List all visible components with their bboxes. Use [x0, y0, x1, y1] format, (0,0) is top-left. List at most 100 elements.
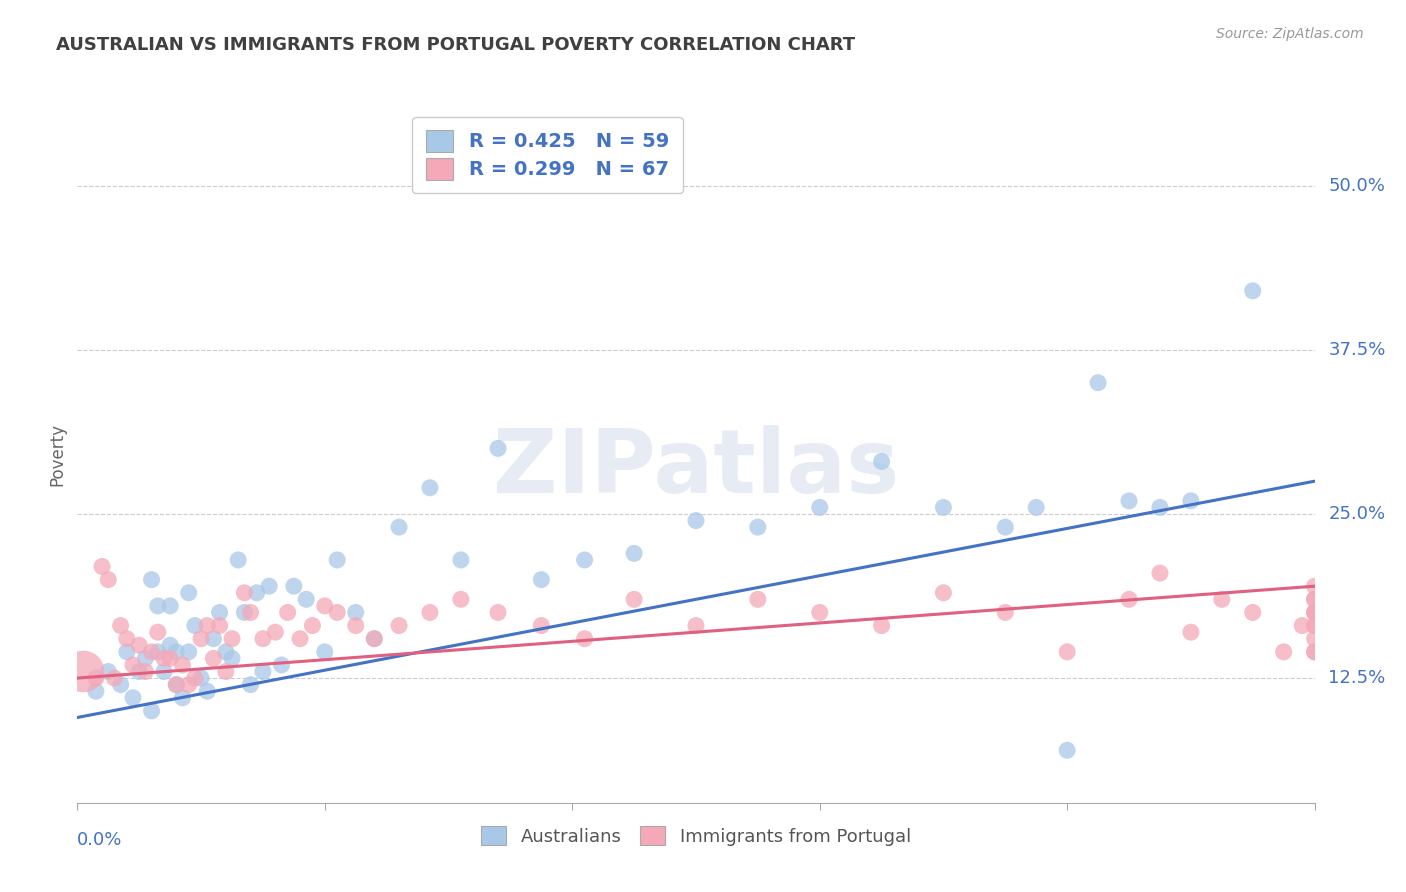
Point — [233, 606, 256, 620]
Text: 50.0%: 50.0% — [1329, 177, 1385, 194]
Point — [574, 553, 596, 567]
Point — [184, 618, 207, 632]
Point — [623, 592, 645, 607]
Point — [388, 520, 411, 534]
Point — [685, 514, 707, 528]
Point — [747, 592, 769, 607]
Point — [1303, 579, 1326, 593]
Point — [257, 579, 280, 593]
Point — [363, 632, 385, 646]
Point — [363, 632, 385, 646]
Point — [84, 671, 107, 685]
Point — [1303, 606, 1326, 620]
Point — [177, 645, 200, 659]
Point — [1241, 606, 1264, 620]
Point — [1303, 645, 1326, 659]
Point — [202, 632, 225, 646]
Point — [1303, 606, 1326, 620]
Point — [177, 678, 200, 692]
Point — [1180, 625, 1202, 640]
Point — [221, 651, 243, 665]
Point — [215, 665, 238, 679]
Point — [685, 618, 707, 632]
Point — [1303, 606, 1326, 620]
Point — [486, 442, 509, 456]
Point — [103, 671, 125, 685]
Point — [159, 638, 181, 652]
Point — [252, 665, 274, 679]
Point — [146, 645, 169, 659]
Point — [221, 632, 243, 646]
Point — [301, 618, 323, 632]
Point — [165, 645, 187, 659]
Point — [747, 520, 769, 534]
Point — [141, 704, 163, 718]
Point — [190, 671, 212, 685]
Point — [97, 665, 120, 679]
Point — [419, 606, 441, 620]
Point — [1149, 500, 1171, 515]
Point — [870, 454, 893, 468]
Point — [195, 618, 218, 632]
Point — [295, 592, 318, 607]
Point — [530, 573, 553, 587]
Point — [190, 632, 212, 646]
Point — [1149, 566, 1171, 580]
Point — [208, 606, 231, 620]
Point — [314, 599, 336, 613]
Point — [226, 553, 249, 567]
Point — [1303, 592, 1326, 607]
Point — [283, 579, 305, 593]
Point — [486, 606, 509, 620]
Point — [146, 625, 169, 640]
Point — [122, 690, 145, 705]
Point — [172, 690, 194, 705]
Point — [165, 678, 187, 692]
Point — [1087, 376, 1109, 390]
Point — [246, 586, 269, 600]
Point — [184, 671, 207, 685]
Point — [1303, 592, 1326, 607]
Point — [128, 665, 150, 679]
Point — [72, 665, 94, 679]
Text: 37.5%: 37.5% — [1329, 341, 1386, 359]
Point — [177, 586, 200, 600]
Point — [1211, 592, 1233, 607]
Point — [1056, 743, 1078, 757]
Text: ZIPatlas: ZIPatlas — [494, 425, 898, 512]
Text: 0.0%: 0.0% — [77, 830, 122, 848]
Point — [870, 618, 893, 632]
Point — [288, 632, 311, 646]
Point — [153, 651, 176, 665]
Point — [146, 599, 169, 613]
Point — [239, 678, 262, 692]
Point — [84, 684, 107, 698]
Point — [1056, 645, 1078, 659]
Text: AUSTRALIAN VS IMMIGRANTS FROM PORTUGAL POVERTY CORRELATION CHART: AUSTRALIAN VS IMMIGRANTS FROM PORTUGAL P… — [56, 36, 855, 54]
Point — [159, 599, 181, 613]
Point — [1303, 645, 1326, 659]
Point — [134, 651, 156, 665]
Point — [450, 592, 472, 607]
Point — [1303, 618, 1326, 632]
Point — [97, 573, 120, 587]
Point — [344, 606, 367, 620]
Y-axis label: Poverty: Poverty — [48, 424, 66, 486]
Point — [215, 645, 238, 659]
Point — [1118, 494, 1140, 508]
Point — [344, 618, 367, 632]
Point — [141, 573, 163, 587]
Point — [165, 678, 187, 692]
Point — [134, 665, 156, 679]
Point — [1291, 618, 1313, 632]
Point — [623, 546, 645, 560]
Point — [252, 632, 274, 646]
Point — [141, 645, 163, 659]
Point — [1118, 592, 1140, 607]
Text: 12.5%: 12.5% — [1329, 669, 1386, 687]
Point — [115, 632, 138, 646]
Point — [450, 553, 472, 567]
Legend: Australians, Immigrants from Portugal: Australians, Immigrants from Portugal — [471, 814, 921, 856]
Point — [994, 606, 1017, 620]
Point — [233, 586, 256, 600]
